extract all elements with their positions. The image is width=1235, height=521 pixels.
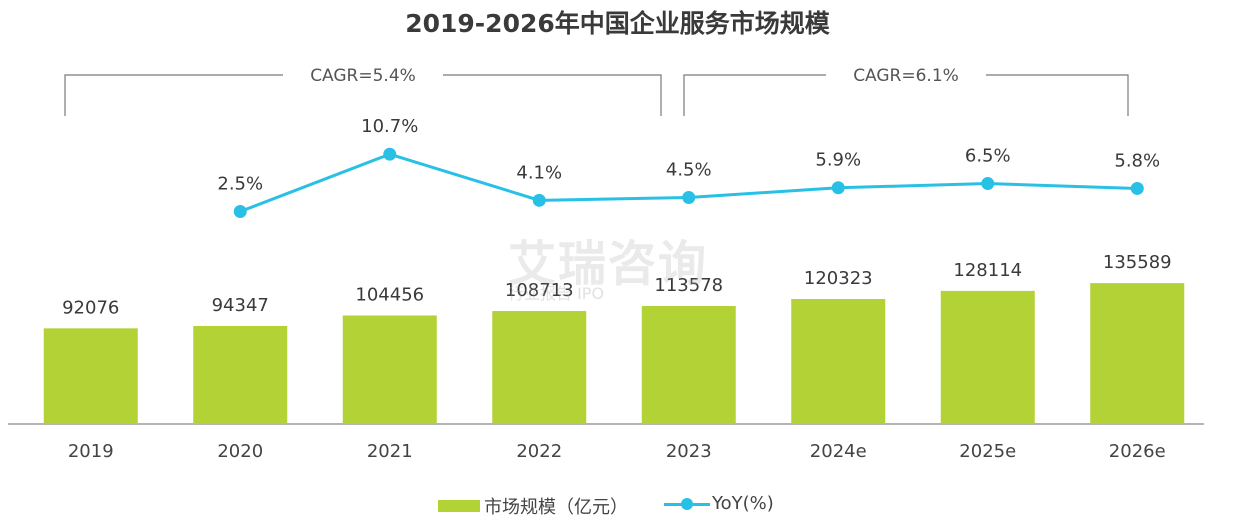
bar-2019 — [43, 328, 138, 424]
bar-2020 — [193, 325, 288, 424]
legend-label-yoy: YoY(%) — [712, 493, 774, 514]
cagr-bracket-right — [986, 74, 1129, 116]
x-tick-label: 2025e — [959, 441, 1016, 462]
cagr-bracket-right — [443, 74, 662, 116]
yoy-point — [233, 205, 247, 219]
x-tick-label: 2019 — [68, 441, 114, 462]
yoy-point — [981, 177, 995, 191]
bar-value-label: 128114 — [953, 260, 1022, 281]
cagr-bracket-left — [64, 74, 283, 116]
bar-value-label: 94347 — [212, 295, 269, 316]
yoy-label: 10.7% — [361, 116, 418, 137]
chart-title: 2019-2026年中国企业服务市场规模 — [405, 9, 830, 38]
cagr-label: CAGR=5.4% — [310, 66, 416, 86]
cagr-label: CAGR=6.1% — [853, 66, 959, 86]
x-tick-label: 2023 — [666, 441, 712, 462]
legend-label-market-size: 市场规模（亿元） — [484, 497, 628, 518]
yoy-point — [682, 191, 696, 205]
cagr-bracket-left — [683, 74, 826, 116]
bar-value-label: 113578 — [654, 275, 723, 296]
yoy-point — [532, 193, 546, 207]
yoy-label: 6.5% — [965, 146, 1011, 167]
x-tick-label: 2021 — [367, 441, 413, 462]
bar-2026e — [1090, 283, 1185, 424]
bar-value-label: 104456 — [355, 284, 424, 305]
x-tick-label: 2020 — [217, 441, 263, 462]
yoy-label: 4.1% — [516, 162, 562, 183]
x-tick-label: 2022 — [516, 441, 562, 462]
bar-value-label: 92076 — [62, 297, 119, 318]
bar-2021 — [342, 315, 437, 424]
bar-value-label: 108713 — [505, 280, 574, 301]
yoy-label: 2.5% — [217, 174, 263, 195]
bar-2022 — [492, 311, 587, 424]
x-tick-label: 2026e — [1109, 441, 1166, 462]
watermark: 艾瑞咨询 — [508, 236, 709, 292]
bar-value-label: 120323 — [804, 268, 873, 289]
yoy-point — [383, 147, 397, 161]
yoy-point — [831, 181, 845, 195]
x-tick-label: 2024e — [810, 441, 867, 462]
bar-value-label: 135589 — [1103, 252, 1172, 273]
yoy-label: 5.9% — [815, 150, 861, 171]
legend-line-swatch — [664, 497, 710, 511]
legend-item-yoy: YoY(%) — [664, 493, 774, 514]
legend-item-market-size: 市场规模（亿元） — [438, 493, 628, 519]
watermark-subtext: 行业报告 IPO — [508, 284, 605, 303]
legend: 市场规模（亿元） YoY(%) — [0, 493, 1235, 521]
yoy-label: 4.5% — [666, 160, 712, 181]
yoy-label: 5.8% — [1114, 150, 1160, 171]
yoy-point — [1130, 181, 1144, 195]
legend-bar-swatch — [438, 500, 480, 512]
bar-2024e — [791, 298, 886, 424]
bar-2023 — [641, 305, 736, 424]
bar-2025e — [940, 290, 1035, 424]
